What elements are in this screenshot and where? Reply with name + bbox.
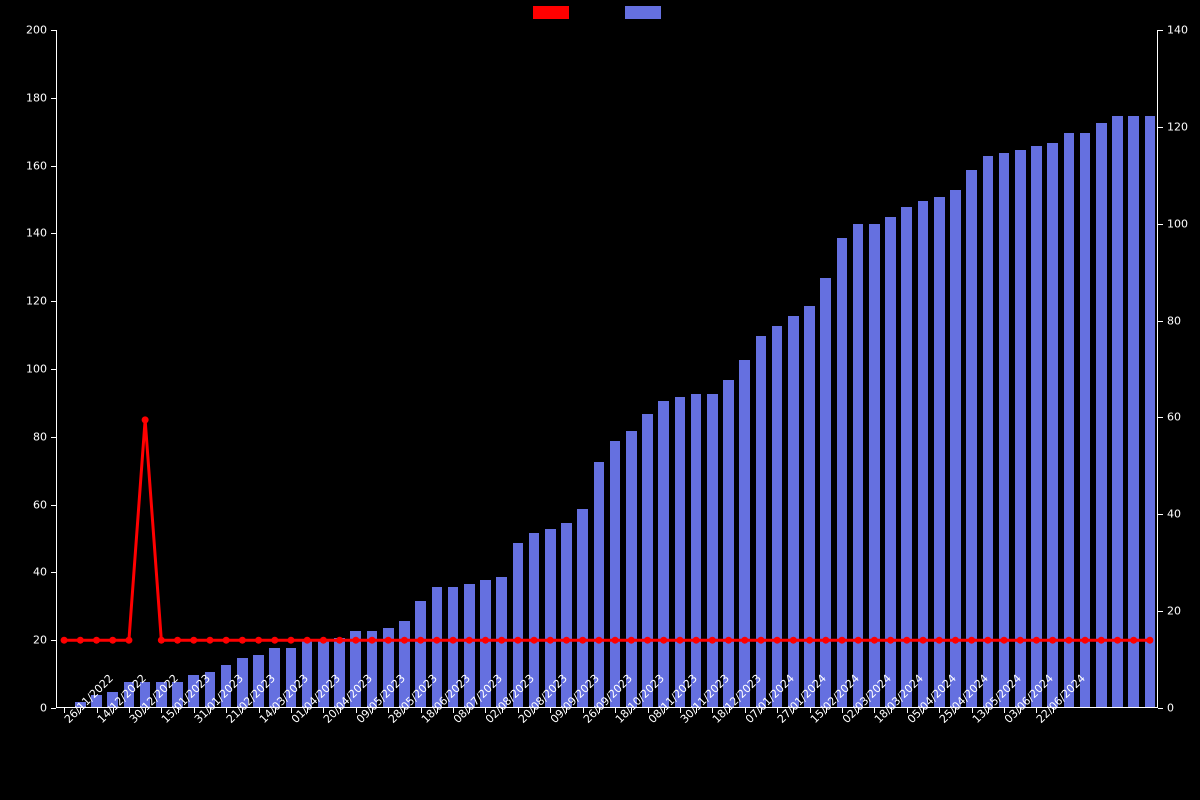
tick-label: 14/12/2022 bbox=[95, 716, 104, 725]
bar bbox=[965, 169, 978, 708]
bar bbox=[1079, 132, 1092, 708]
tick-label: 26/09/2023 bbox=[581, 716, 590, 725]
tick-label: 22/06/2024 bbox=[1035, 716, 1044, 725]
bar bbox=[787, 315, 800, 708]
tick-label: 180 bbox=[17, 92, 47, 103]
bar bbox=[1030, 145, 1043, 708]
tick-label: 21/02/2023 bbox=[225, 716, 234, 725]
tick-label: 20 bbox=[17, 635, 47, 646]
tick-label: 28/05/2023 bbox=[387, 716, 396, 725]
bar bbox=[900, 206, 913, 708]
tick-label: 20 bbox=[1167, 606, 1181, 617]
tick-label: 80 bbox=[17, 431, 47, 442]
tick-label: 80 bbox=[1167, 315, 1181, 326]
bar bbox=[690, 393, 703, 708]
legend-swatch-line bbox=[533, 6, 569, 19]
tick-label: 14/03/2023 bbox=[257, 716, 266, 725]
tick-label: 20/04/2023 bbox=[322, 716, 331, 725]
tick-label: 0 bbox=[17, 703, 47, 714]
tick-label: 40 bbox=[1167, 509, 1181, 520]
tick-label: 20/08/2023 bbox=[516, 716, 525, 725]
bar bbox=[819, 277, 832, 708]
bar bbox=[722, 379, 735, 708]
legend-item-line bbox=[533, 6, 575, 19]
tick-label: 02/03/2024 bbox=[841, 716, 850, 725]
tick-label: 120 bbox=[1167, 121, 1188, 132]
bar bbox=[657, 400, 670, 708]
tick-label: 07/01/2024 bbox=[743, 716, 752, 725]
bar bbox=[609, 440, 622, 708]
bar bbox=[1144, 115, 1157, 708]
tick-label: 140 bbox=[1167, 25, 1188, 36]
tick-label: 02/08/2023 bbox=[484, 716, 493, 725]
bar bbox=[593, 461, 606, 708]
tick-label: 05/04/2024 bbox=[905, 716, 914, 725]
bar bbox=[933, 196, 946, 708]
tick-label: 03/06/2024 bbox=[1003, 716, 1012, 725]
bar bbox=[982, 155, 995, 708]
tick-label: 15/01/2023 bbox=[160, 716, 169, 725]
tick-label: 08/11/2023 bbox=[646, 716, 655, 725]
tick-label: 15/02/2024 bbox=[808, 716, 817, 725]
tick-label: 18/10/2023 bbox=[614, 716, 623, 725]
bar bbox=[1014, 149, 1027, 708]
tick-label: 140 bbox=[17, 228, 47, 239]
tick-label: 13/05/2024 bbox=[970, 716, 979, 725]
tick-label: 08/07/2023 bbox=[452, 716, 461, 725]
bar bbox=[998, 152, 1011, 708]
tick-label: 160 bbox=[17, 160, 47, 171]
tick-label: 25/04/2024 bbox=[938, 716, 947, 725]
tick-label: 40 bbox=[17, 567, 47, 578]
tick-label: 09/05/2023 bbox=[354, 716, 363, 725]
bar bbox=[755, 335, 768, 708]
tick-label: 60 bbox=[17, 499, 47, 510]
bar bbox=[641, 413, 654, 708]
bar bbox=[1046, 142, 1059, 708]
bar bbox=[431, 586, 444, 708]
bar bbox=[706, 393, 719, 708]
bar bbox=[949, 189, 962, 708]
bar bbox=[463, 583, 476, 708]
tick-label: 31/01/2023 bbox=[192, 716, 201, 725]
bar bbox=[1063, 132, 1076, 708]
tick-label: 30/12/2022 bbox=[128, 716, 137, 725]
legend-item-bar bbox=[625, 6, 667, 19]
chart-container: 0 20 40 60 80 100 120 140 160 180 200 0 20 40 60 80 100 1… bbox=[0, 0, 1200, 800]
bar bbox=[852, 223, 865, 708]
tick-label: 27/01/2024 bbox=[776, 716, 785, 725]
bar bbox=[738, 359, 751, 708]
bar bbox=[1095, 122, 1108, 708]
bar bbox=[674, 396, 687, 708]
bar bbox=[1111, 115, 1124, 708]
tick-label: 200 bbox=[17, 25, 47, 36]
tick-label: 18/06/2023 bbox=[419, 716, 428, 725]
tick-label: 01/04/2023 bbox=[290, 716, 299, 725]
tick-label: 26/11/2022 bbox=[63, 716, 72, 725]
bar bbox=[836, 237, 849, 708]
tick-label: 0 bbox=[1167, 703, 1174, 714]
tick-label: 100 bbox=[17, 364, 47, 375]
bar bbox=[868, 223, 881, 708]
bar bbox=[771, 325, 784, 708]
chart-legend bbox=[0, 6, 1200, 19]
plot-area bbox=[56, 30, 1158, 708]
bar bbox=[917, 200, 930, 709]
bar bbox=[1127, 115, 1140, 708]
tick-label: 100 bbox=[1167, 218, 1188, 229]
tick-label: 60 bbox=[1167, 412, 1181, 423]
bar bbox=[803, 305, 816, 708]
tick-label: 18/12/2023 bbox=[711, 716, 720, 725]
bar bbox=[884, 216, 897, 708]
tick-label: 120 bbox=[17, 296, 47, 307]
tick-label: 18/03/2024 bbox=[873, 716, 882, 725]
bar bbox=[625, 430, 638, 708]
tick-label: 09/09/2023 bbox=[549, 716, 558, 725]
tick-label: 30/11/2023 bbox=[679, 716, 688, 725]
legend-swatch-bar bbox=[625, 6, 661, 19]
